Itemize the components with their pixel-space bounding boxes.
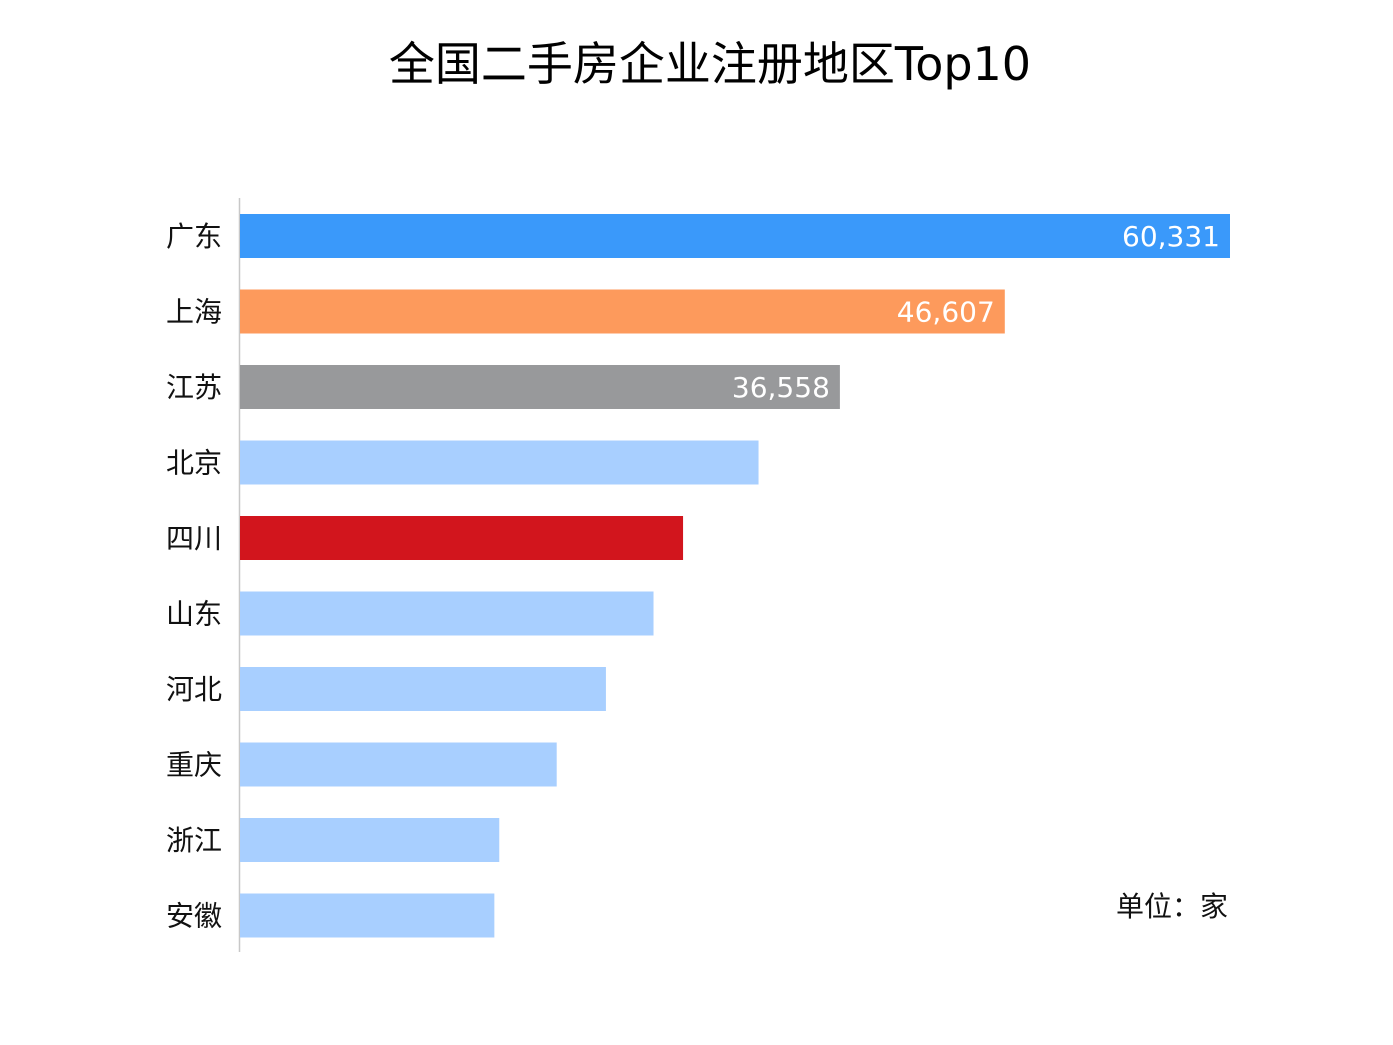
category-label: 河北 bbox=[166, 673, 222, 706]
chart-title: 全国二手房企业注册地区Top10 bbox=[389, 37, 1031, 91]
bar-2 bbox=[240, 289, 1005, 334]
category-label: 广东 bbox=[166, 220, 222, 253]
data-label: 60,331 bbox=[1122, 220, 1220, 253]
bar-6 bbox=[240, 591, 654, 636]
bar-1 bbox=[240, 214, 1230, 258]
data-label: 36,558 bbox=[732, 371, 830, 404]
category-label: 北京 bbox=[166, 447, 222, 480]
bar-4 bbox=[240, 440, 759, 485]
bar-8 bbox=[240, 742, 557, 787]
unit-note: 单位：家 bbox=[1116, 890, 1228, 923]
category-label: 山东 bbox=[166, 598, 222, 631]
data-label: 46,607 bbox=[897, 296, 995, 329]
category-label: 重庆 bbox=[166, 749, 222, 782]
bar-5 bbox=[240, 516, 684, 560]
bar-10 bbox=[240, 893, 495, 938]
category-label: 安徽 bbox=[166, 900, 222, 933]
bar-7 bbox=[240, 667, 606, 711]
bar-3 bbox=[240, 365, 840, 409]
category-label: 江苏 bbox=[166, 371, 222, 404]
category-label: 四川 bbox=[166, 522, 222, 555]
category-label: 上海 bbox=[166, 296, 222, 329]
bar-9 bbox=[240, 818, 500, 862]
category-label: 浙江 bbox=[166, 824, 222, 857]
